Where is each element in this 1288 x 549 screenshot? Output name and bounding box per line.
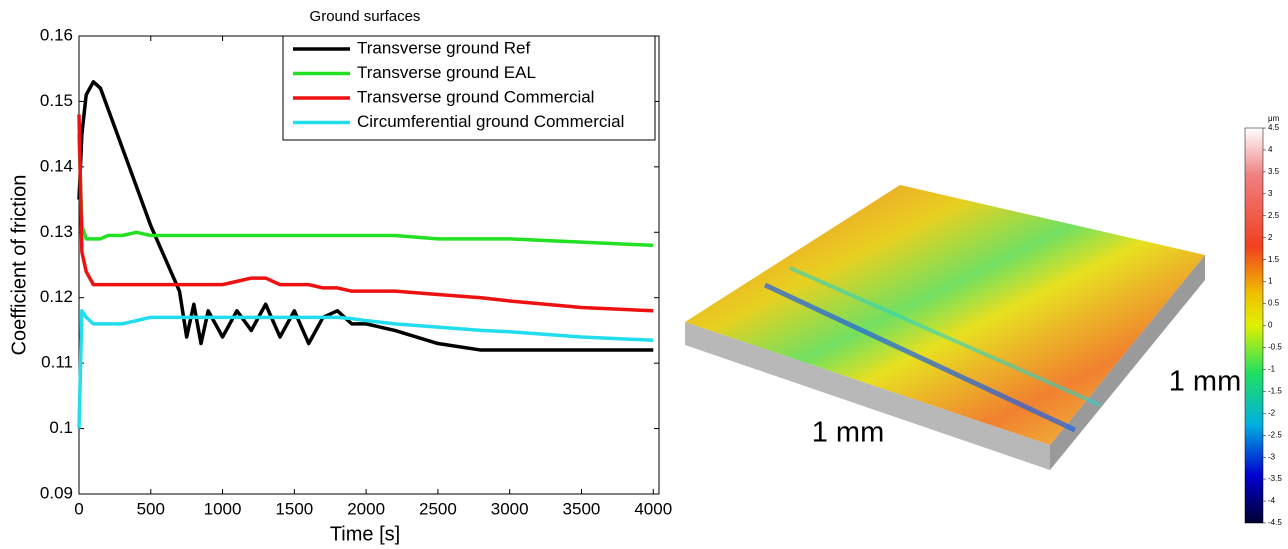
colorbar-tick-label: -4.5 (1268, 518, 1282, 527)
y-tick-label: 0.12 (40, 287, 73, 306)
legend-label: Circumferential ground Commercial (357, 112, 624, 131)
x-tick-label: 1000 (204, 499, 242, 518)
surface-y-label: 1 mm (1169, 366, 1242, 398)
x-tick-label: 2000 (347, 499, 385, 518)
figure: Ground surfaces Time [s] Coefficient of … (0, 0, 1288, 549)
colorbar (1245, 128, 1263, 523)
colorbar-tick-label: 1.5 (1268, 255, 1280, 264)
chart-title: Ground surfaces (310, 8, 421, 25)
x-tick-label: 3000 (491, 499, 529, 518)
surface-image: 1 mm 1 mm (685, 185, 1241, 470)
colorbar-tick-label: 3 (1268, 189, 1273, 198)
x-tick-label: 3500 (563, 499, 601, 518)
colorbar-tick-label: 0 (1268, 321, 1273, 330)
y-tick-label: 0.15 (40, 91, 73, 110)
colorbar-unit: μm (1268, 114, 1280, 123)
colorbar-tick-label: -3.5 (1268, 474, 1282, 483)
y-tick-label: 0.13 (40, 222, 73, 241)
x-tick-label: 2500 (419, 499, 457, 518)
x-tick-label: 0 (74, 499, 83, 518)
colorbar-tick-label: -0.5 (1268, 343, 1282, 352)
y-tick-label: 0.09 (40, 483, 73, 502)
colorbar-tick-label: 2 (1268, 233, 1273, 242)
colorbar-tick-label: 3.5 (1268, 167, 1280, 176)
y-tick-label: 0.16 (40, 25, 73, 44)
surface-top (685, 185, 1205, 445)
y-tick-label: 0.1 (49, 418, 73, 437)
colorbar-tick-label: 0.5 (1268, 299, 1280, 308)
colorbar-tick-label: -4 (1268, 496, 1276, 505)
colorbar-tick-label: 2.5 (1268, 211, 1280, 220)
series-line (79, 311, 653, 429)
x-axis-label: Time [s] (330, 523, 400, 545)
y-axis-label: Coefficient of friction (8, 175, 30, 356)
x-tick-label: 1500 (275, 499, 313, 518)
colorbar-ticks: 4.5 4 3.5 3 2.5 2 1.5 1 0.5 0 -0.5 -1 -1.5 -2 -2.5 -3 -3… (1263, 123, 1282, 527)
legend-label: Transverse ground Commercial (357, 87, 594, 106)
page: Ground surfaces Time [s] Coefficient of … (0, 0, 1288, 549)
y-tick-label: 0.11 (41, 353, 73, 372)
legend-label: Transverse ground EAL (357, 63, 536, 82)
colorbar-tick-label: 4 (1268, 145, 1273, 154)
series-line (79, 115, 653, 311)
series-line (79, 134, 653, 245)
colorbar-tick-label: -1 (1268, 364, 1276, 373)
colorbar-tick-label: 4.5 (1268, 123, 1280, 132)
colorbar-tick-label: -1.5 (1268, 386, 1282, 395)
x-tick-label: 4000 (634, 499, 672, 518)
colorbar-tick-label: -2 (1268, 408, 1276, 417)
colorbar-tick-label: 1 (1268, 277, 1273, 286)
colorbar-tick-label: -3 (1268, 452, 1276, 461)
x-tick-label: 500 (137, 499, 165, 518)
surface-x-label: 1 mm (812, 417, 885, 449)
y-tick-label: 0.14 (40, 156, 73, 175)
colorbar-tick-label: -2.5 (1268, 430, 1282, 439)
legend-label: Transverse ground Ref (357, 38, 531, 57)
